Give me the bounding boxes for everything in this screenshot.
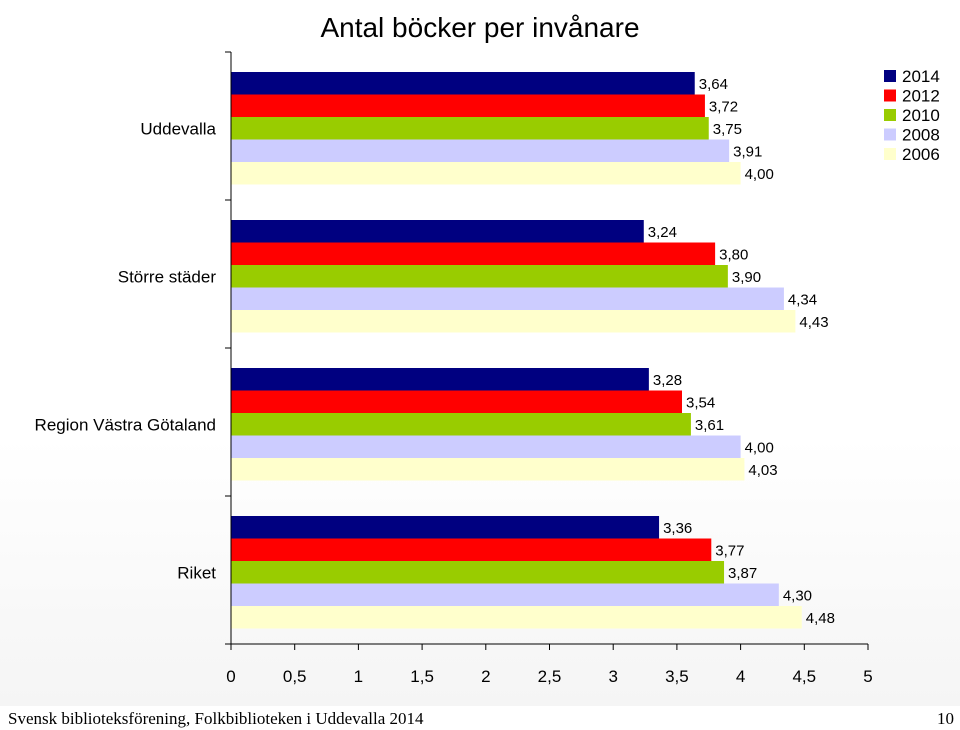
bar — [231, 310, 796, 333]
data-label: 3,36 — [663, 520, 692, 537]
data-label: 3,91 — [733, 143, 762, 160]
data-label: 3,77 — [715, 542, 744, 559]
bar — [231, 458, 745, 481]
axis-layer: Uddevalla Större städer Region Västra Göta… — [35, 51, 873, 686]
legend-label: 2012 — [902, 87, 940, 106]
x-tick-label: 1 — [354, 667, 363, 686]
category-label: Riket — [177, 563, 216, 582]
legend-swatch — [884, 70, 896, 82]
x-tick-label: 0,5 — [283, 667, 307, 686]
legend-swatch — [884, 89, 896, 102]
data-label: 3,64 — [699, 76, 728, 93]
bar — [231, 94, 705, 117]
bar — [231, 413, 691, 436]
data-label: 3,80 — [719, 246, 748, 263]
bar-chart: Uddevalla Större städer Region Västra Göta… — [35, 51, 940, 686]
data-label: 3,28 — [653, 372, 682, 389]
legend-swatch — [884, 128, 896, 141]
bar — [231, 117, 709, 140]
bar — [231, 162, 741, 185]
x-tick-label: 3 — [608, 667, 617, 686]
legend-swatch — [884, 109, 896, 121]
source-text: Svensk biblioteksförening, Folkbibliotek… — [8, 709, 424, 728]
data-label: 4,48 — [806, 610, 835, 627]
x-tick-label: 4,5 — [792, 667, 816, 686]
category-label: Uddevalla — [140, 119, 216, 138]
legend-label: 2006 — [902, 145, 940, 164]
x-tick-label: 1,5 — [410, 667, 434, 686]
data-label: 4,00 — [745, 439, 774, 456]
data-label: 4,43 — [799, 314, 828, 331]
bar — [231, 583, 779, 606]
bar — [231, 265, 728, 288]
data-label: 3,24 — [648, 224, 677, 241]
data-label: 4,00 — [745, 166, 774, 183]
bar — [231, 287, 784, 310]
bars-layer — [231, 72, 802, 629]
bar — [231, 606, 802, 629]
chart-title: Antal böcker per invånare — [320, 12, 640, 43]
bar — [231, 390, 682, 413]
legend-label: 2010 — [902, 106, 940, 125]
page-number: 10 — [937, 709, 954, 728]
x-tick-label: 3,5 — [665, 667, 689, 686]
bar — [231, 139, 730, 162]
bar — [231, 220, 644, 243]
bar — [231, 561, 725, 584]
x-tick-label: 4 — [736, 667, 745, 686]
data-label: 4,30 — [783, 587, 812, 604]
data-label: 3,54 — [686, 394, 715, 411]
data-label: 3,61 — [695, 417, 724, 434]
x-tick-label: 2 — [481, 667, 490, 686]
data-label: 3,87 — [728, 565, 757, 582]
data-label: 3,72 — [709, 98, 738, 115]
bar — [231, 72, 695, 95]
x-tick-label: 0 — [226, 667, 235, 686]
bar — [231, 516, 660, 539]
footer: Svensk biblioteksförening, Folkbibliotek… — [0, 706, 960, 730]
data-label: 3,75 — [713, 121, 742, 138]
bar — [231, 538, 712, 561]
category-label: Större städer — [118, 267, 217, 286]
bar — [231, 242, 716, 265]
bar — [231, 435, 741, 458]
x-tick-label: 2,5 — [538, 667, 562, 686]
data-label: 4,03 — [748, 462, 777, 479]
legend-label: 2014 — [902, 67, 940, 86]
x-tick-label: 5 — [863, 667, 872, 686]
legend-swatch — [884, 148, 896, 160]
data-label: 3,90 — [732, 269, 761, 286]
data-labels-layer: 3,64 3,72 3,75 3,91 4,00 3,24 3,80 3,90 4,34 4,43… — [648, 76, 835, 627]
bar — [231, 368, 649, 391]
category-label: Region Västra Götaland — [35, 415, 216, 434]
data-label: 4,34 — [788, 291, 817, 308]
legend-label: 2008 — [902, 126, 940, 145]
